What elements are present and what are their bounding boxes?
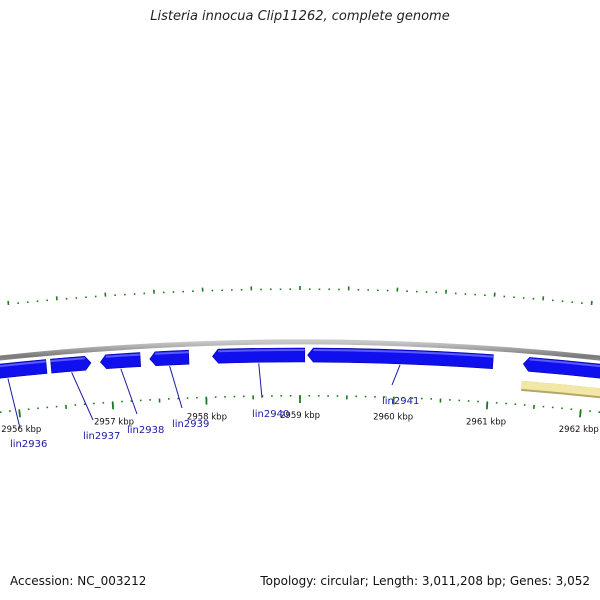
inner-tick-ring: 2956 kbp 2957 kbp 2958 kbp 2959 kbp 2960 kbp… [0,395,600,435]
gene-arrow-unnamed[interactable] [522,357,600,382]
scale-major-tick [18,410,21,418]
gene-label-lin2940[interactable]: lin2940 [252,409,289,420]
gene-arrow-highlight [155,351,189,355]
gene-arrow-highlight [529,358,600,368]
outer-tick-ring [7,286,593,305]
accession-text: Accession: NC_003212 [10,574,147,588]
scale-label-2956: 2956 kbp [1,425,41,435]
gene-arrow-highlight [105,353,141,358]
gene-arrow-highlight [218,348,305,353]
scale-label-2961: 2961 kbp [466,417,506,427]
gene-leader-layer: lin2936 lin2937 lin2938 lin2939 lin2940 lin29… [7,363,419,450]
gene-arrow-lin2940[interactable] [212,347,306,364]
gene-leader-line [71,372,94,421]
scale-label-2957: 2957 kbp [94,417,134,427]
scale-label-2960: 2960 kbp [373,413,413,423]
gene-leader-line [391,364,401,386]
scale-label-2962: 2962 kbp [559,425,599,435]
gene-arrow-highlight [313,349,494,358]
gene-label-lin2937[interactable]: lin2937 [83,431,120,442]
feature-band [521,380,600,397]
genome-summary-text: Topology: circular; Length: 3,011,208 bp… [260,574,590,588]
backbone-layer [0,339,600,361]
gene-leader-line [7,378,21,429]
genome-title: Listeria innocua Clip11262, complete gen… [150,9,450,24]
gene-leader-line [120,368,138,415]
gene-leader-line [258,363,263,399]
genome-backbone [0,339,600,361]
gene-label-lin2936[interactable]: lin2936 [10,439,47,450]
scale-label-2959: 2959 kbp [280,411,320,421]
feature-layer [521,380,600,399]
gene-leader-line [169,365,183,409]
gene-label-lin2941[interactable]: lin2941 [382,396,419,407]
gene-arrow-highlight [0,360,47,368]
gene-label-lin2938[interactable]: lin2938 [127,425,164,436]
scale-label-2958: 2958 kbp [187,413,227,423]
gene-label-lin2939[interactable]: lin2939 [172,419,209,430]
gene-arrow-highlight [50,357,85,363]
gene-layer [0,347,600,382]
scale-major-tick [579,410,582,418]
